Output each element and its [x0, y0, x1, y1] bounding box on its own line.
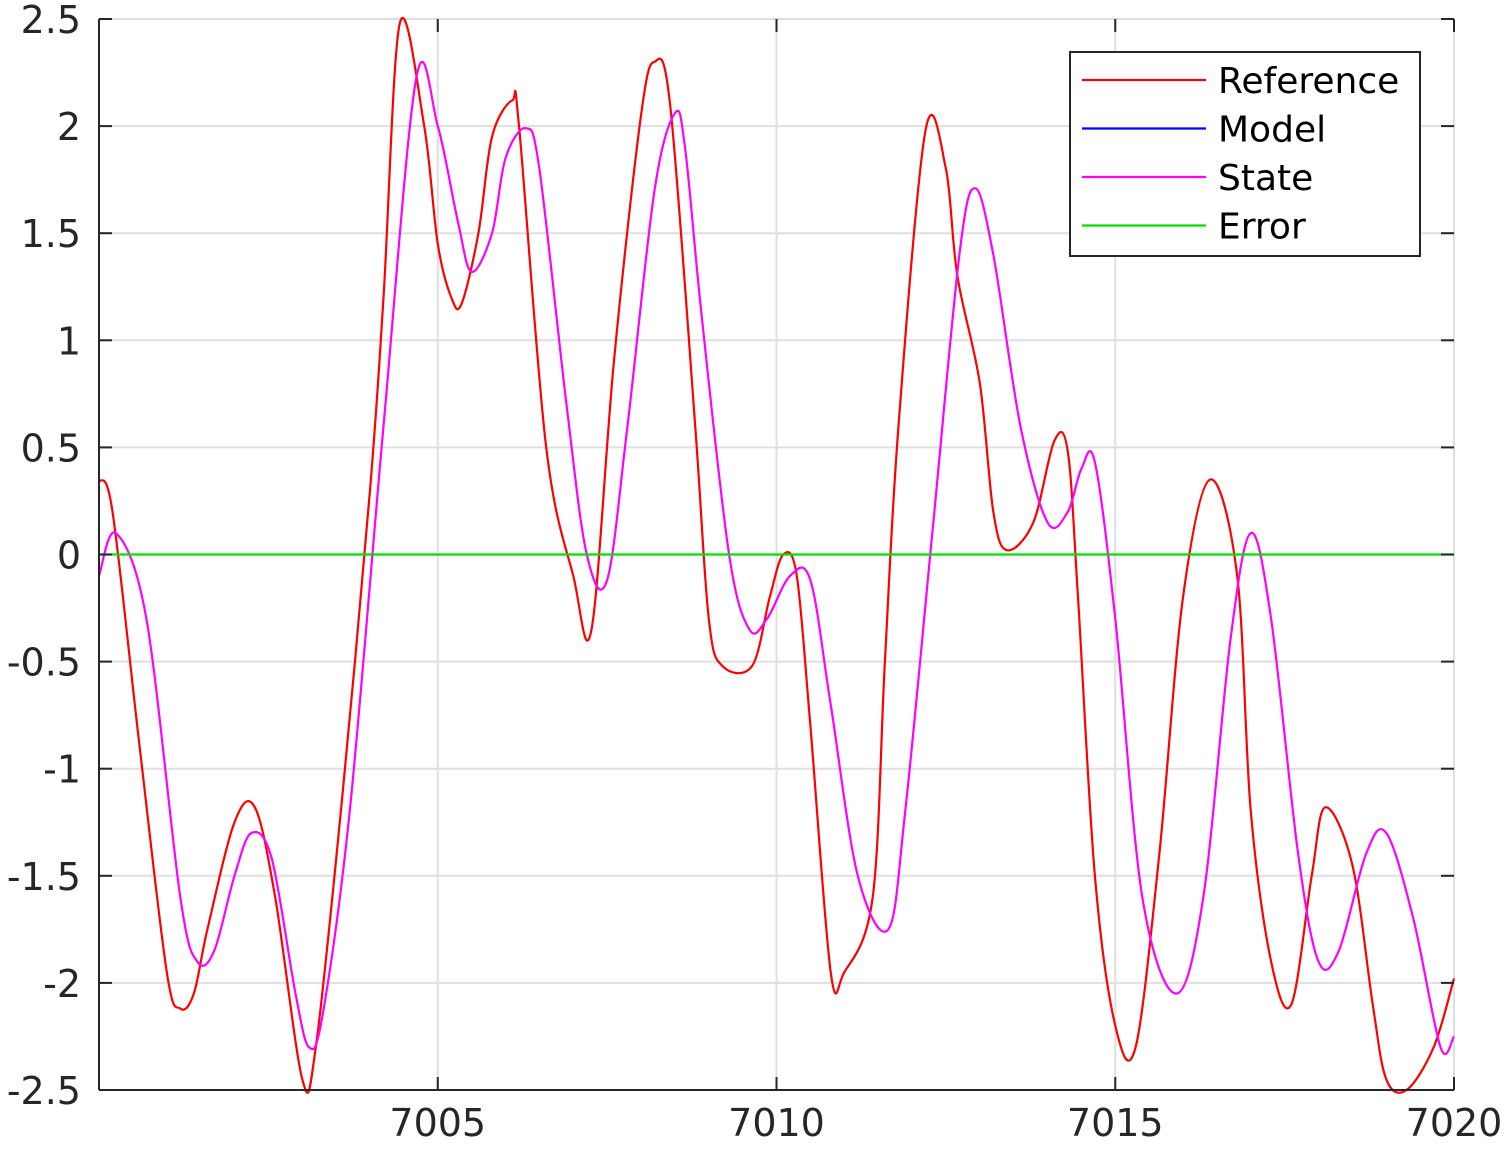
y-tick-label: -1.5: [7, 855, 81, 899]
legend-label-model: Model: [1218, 110, 1326, 151]
y-tick-label: 0.5: [21, 426, 81, 470]
x-tick-label: 7020: [1406, 1101, 1503, 1145]
legend-label-reference: Reference: [1218, 61, 1399, 102]
legend-box: [1069, 51, 1421, 257]
series-line-state: [97, 60, 1455, 1056]
x-tick-label: 7005: [389, 1101, 486, 1145]
x-tick-label: 7015: [1067, 1101, 1164, 1145]
series-line-reference: [97, 17, 1456, 1094]
y-tick-label: 1.5: [21, 212, 81, 256]
legend-label-error: Error: [1218, 207, 1306, 248]
y-tick-label: -2.5: [7, 1069, 81, 1113]
y-tick-label: 2: [57, 105, 81, 149]
ticks: 7005 7010 7015 7020 2.5 2 1.5 1 0.5 0 -0.5 -1 -1.5 -2…: [7, 0, 1503, 1145]
y-tick-label: 1: [57, 319, 81, 363]
y-tick-label: -2: [43, 962, 81, 1006]
legend-label-state: State: [1218, 158, 1313, 199]
y-tick-label: -0.5: [7, 641, 81, 685]
y-tick-label: -1: [43, 748, 81, 792]
x-tick-label: 7010: [728, 1101, 825, 1145]
y-tick-label: 2.5: [21, 0, 81, 42]
series-layer: [97, 17, 1456, 1094]
legend: Reference Model State Error: [1069, 51, 1421, 257]
y-tick-label: 0: [57, 534, 81, 578]
